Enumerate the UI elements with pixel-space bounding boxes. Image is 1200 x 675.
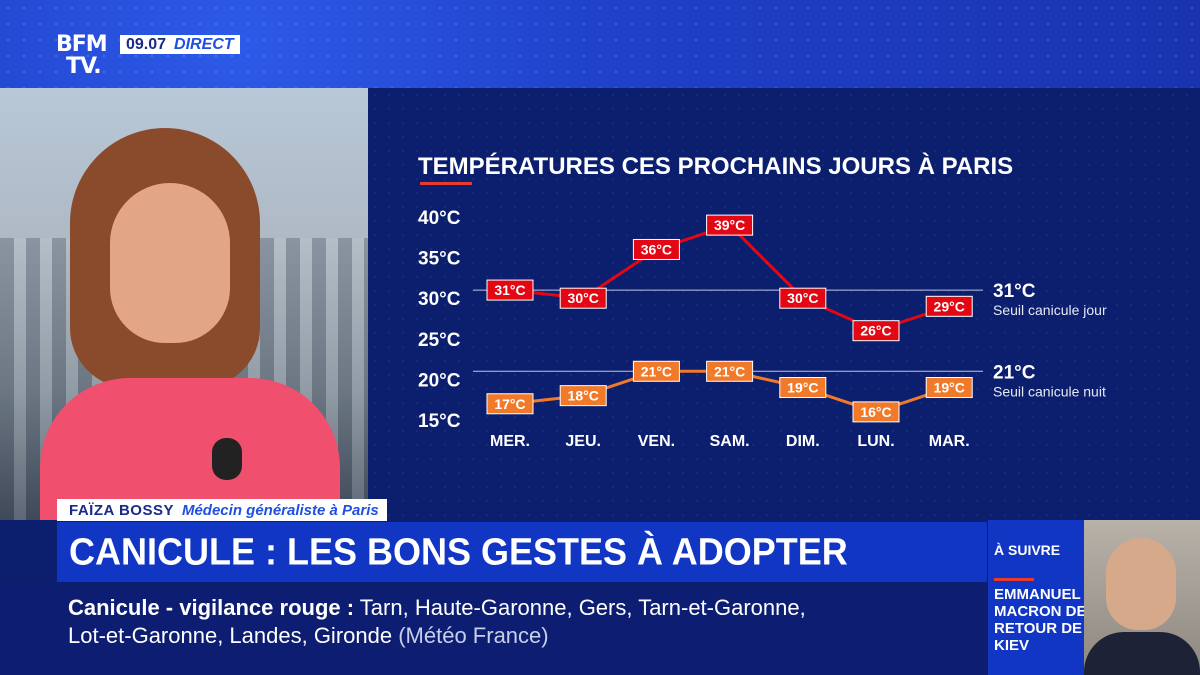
ticker-line-2: Lot-et-Garonne, Landes, Gironde (Météo F… bbox=[68, 623, 549, 649]
guest-face bbox=[110, 183, 230, 343]
up-next-kicker: À SUIVRE bbox=[994, 542, 1061, 558]
data-label: 16°C bbox=[860, 404, 891, 420]
live-badge: 09.07 DIRECT bbox=[120, 35, 240, 54]
threshold-value: 31°C bbox=[993, 281, 1036, 302]
threshold-caption: Seuil canicule jour bbox=[993, 302, 1107, 318]
ticker-line-1-text: Tarn, Haute-Garonne, Gers, Tarn-et-Garon… bbox=[359, 595, 806, 620]
logo-line-1: BFM bbox=[56, 32, 108, 57]
data-label-box bbox=[779, 377, 827, 399]
up-next-portrait bbox=[1084, 520, 1200, 675]
data-label: 30°C bbox=[568, 290, 599, 306]
y-tick-label: 20°C bbox=[418, 370, 461, 391]
clock-time: 09.07 bbox=[126, 35, 167, 53]
up-next-title: EMMANUEL MACRON DE RETOUR DE KIEV bbox=[994, 586, 1087, 654]
data-label: 21°C bbox=[714, 363, 745, 379]
portrait-suit bbox=[1084, 632, 1200, 675]
data-label: 26°C bbox=[860, 323, 891, 339]
microphone-icon bbox=[212, 438, 242, 480]
x-tick-label: VEN. bbox=[638, 433, 675, 450]
data-label-box bbox=[852, 320, 900, 342]
up-next-accent bbox=[994, 578, 1034, 581]
data-label: 17°C bbox=[494, 396, 525, 412]
data-label-box bbox=[706, 214, 754, 236]
data-label: 31°C bbox=[494, 282, 525, 298]
studio-camera-feed bbox=[0, 88, 368, 520]
data-label: 36°C bbox=[641, 241, 672, 257]
data-label-box bbox=[779, 287, 827, 309]
ticker-source: (Météo France) bbox=[398, 623, 549, 648]
ticker-label: Canicule - vigilance rouge : bbox=[68, 595, 355, 620]
guest-name-strap: FAÏZA BOSSY Médecin généraliste à Paris bbox=[57, 499, 387, 521]
data-label: 21°C bbox=[641, 363, 672, 379]
threshold-value: 21°C bbox=[993, 362, 1036, 383]
data-label-box bbox=[925, 377, 973, 399]
x-tick-label: MAR. bbox=[929, 433, 970, 450]
ticker-line-2-text: Lot-et-Garonne, Landes, Gironde bbox=[68, 623, 393, 648]
data-label-box bbox=[632, 360, 680, 382]
x-tick-label: JEU. bbox=[565, 433, 601, 450]
y-tick-label: 15°C bbox=[418, 411, 461, 432]
data-label-box bbox=[925, 295, 973, 317]
data-label-box bbox=[559, 385, 607, 407]
guest-role: Médecin généraliste à Paris bbox=[181, 501, 379, 519]
data-label: 19°C bbox=[787, 380, 818, 396]
data-label-box bbox=[486, 279, 534, 301]
data-label-box bbox=[852, 401, 900, 423]
data-label: 18°C bbox=[568, 388, 599, 404]
channel-logo: BFM TV. bbox=[56, 32, 108, 79]
data-label: 39°C bbox=[714, 217, 745, 233]
data-label-box bbox=[486, 393, 534, 415]
temperature-chart: TEMPÉRATURES CES PROCHAINS JOURS À PARIS… bbox=[418, 152, 1107, 450]
guest-name: FAÏZA BOSSY bbox=[69, 501, 174, 519]
data-label: 19°C bbox=[934, 380, 965, 396]
y-tick-label: 25°C bbox=[418, 330, 461, 351]
up-next-box: À SUIVRE EMMANUEL MACRON DE RETOUR DE KI… bbox=[988, 520, 1200, 675]
y-tick-label: 30°C bbox=[418, 289, 461, 310]
y-tick-label: 40°C bbox=[418, 208, 461, 229]
top-banner bbox=[0, 0, 1200, 88]
data-label: 29°C bbox=[934, 298, 965, 314]
ticker-line-1: Canicule - vigilance rouge : Tarn, Haute… bbox=[68, 595, 806, 621]
threshold-caption: Seuil canicule nuit bbox=[993, 383, 1106, 399]
headline-text: CANICULE : LES BONS GESTES À ADOPTER bbox=[69, 529, 848, 573]
x-tick-label: SAM. bbox=[710, 433, 750, 450]
data-label-box bbox=[559, 287, 607, 309]
logo-line-2: TV. bbox=[66, 54, 102, 79]
news-ticker: Canicule - vigilance rouge : Tarn, Haute… bbox=[0, 584, 988, 675]
x-tick-label: LUN. bbox=[857, 433, 894, 450]
live-label: DIRECT bbox=[174, 35, 234, 53]
y-tick-label: 35°C bbox=[418, 249, 461, 270]
x-tick-label: DIM. bbox=[786, 433, 820, 450]
data-label-box bbox=[632, 238, 680, 260]
headline-banner: CANICULE : LES BONS GESTES À ADOPTER bbox=[57, 522, 987, 582]
chart-panel: TEMPÉRATURES CES PROCHAINS JOURS À PARIS… bbox=[368, 88, 1200, 520]
series-line bbox=[509, 223, 950, 333]
portrait-face bbox=[1106, 538, 1176, 630]
data-label: 30°C bbox=[787, 290, 818, 306]
title-underline bbox=[420, 182, 472, 185]
guest-body bbox=[40, 378, 340, 520]
x-tick-label: MER. bbox=[490, 433, 530, 450]
chart-title: TEMPÉRATURES CES PROCHAINS JOURS À PARIS bbox=[418, 152, 1013, 180]
data-label-box bbox=[706, 360, 754, 382]
